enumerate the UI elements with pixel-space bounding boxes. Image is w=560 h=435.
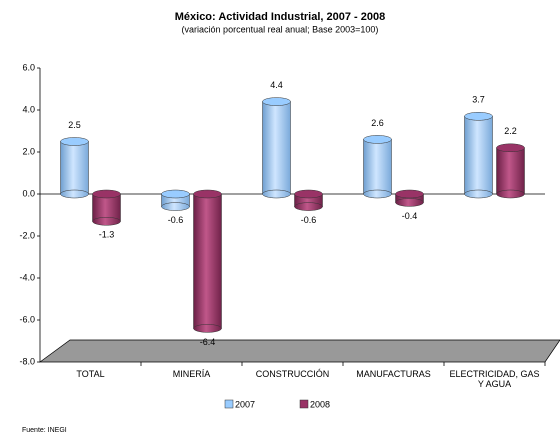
bar <box>92 193 121 222</box>
chart-subtitle: (variación porcentual real anual; Base 2… <box>182 24 379 34</box>
bar <box>496 147 525 195</box>
x-tick-label: ELECTRICIDAD, GAS Y AGUA <box>449 369 540 389</box>
y-tick-label: 6.0 <box>22 62 35 72</box>
x-tick-label: MINERÍA <box>172 369 211 379</box>
bar-cap <box>161 202 190 211</box>
bar-cap <box>294 189 323 199</box>
bar-cap <box>60 189 89 199</box>
bar-cap <box>395 198 424 207</box>
value-label: -0.6 <box>168 215 184 225</box>
source: Fuente: INEGI <box>22 427 67 434</box>
bar-cap <box>60 137 89 146</box>
x-tick-label: MANUFACTURAS <box>356 369 431 379</box>
y-tick-label: -8.0 <box>19 356 35 366</box>
floor <box>38 339 560 363</box>
bar-cap <box>395 189 424 199</box>
bar-cap <box>464 189 493 199</box>
y-tick-label: -6.0 <box>19 314 35 324</box>
legend-label: 2007 <box>235 399 255 409</box>
value-label: 3.7 <box>472 95 485 105</box>
bar-cap <box>496 189 525 199</box>
bar <box>60 141 89 195</box>
x-tick-label: TOTAL <box>76 369 105 379</box>
y-tick-label: -4.0 <box>19 272 35 282</box>
bar <box>262 101 291 195</box>
y-tick-label: -2.0 <box>19 230 35 240</box>
bar-cap <box>464 112 493 121</box>
y-tick-label: 0.0 <box>22 188 35 198</box>
bar-cap <box>496 143 525 153</box>
value-label: -6.4 <box>200 337 216 347</box>
x-tick-label: CONSTRUCCIÓN <box>255 369 330 379</box>
value-label: -0.4 <box>402 211 418 221</box>
value-label: 4.4 <box>270 80 283 90</box>
legend-label: 2008 <box>310 399 330 409</box>
bar-cap <box>193 189 222 199</box>
value-label: -1.3 <box>99 230 115 240</box>
y-tick-label: 4.0 <box>22 104 35 114</box>
y-tick-label: 2.0 <box>22 146 35 156</box>
value-label: 2.5 <box>68 120 81 130</box>
bar <box>464 116 493 195</box>
bar-cap <box>262 189 291 199</box>
legend-swatch <box>224 399 234 409</box>
bar <box>193 193 222 329</box>
bar-cap <box>92 189 121 199</box>
bar-cap <box>294 202 323 211</box>
bar-cap <box>161 189 190 199</box>
bar-cap <box>262 97 291 106</box>
bar-cap <box>193 324 222 333</box>
bar-cap <box>92 217 121 226</box>
value-label: 2.6 <box>371 118 384 128</box>
legend-swatch <box>299 399 309 409</box>
value-label: 2.2 <box>504 126 517 136</box>
chart-title: México: Actividad Industrial, 2007 - 200… <box>175 11 386 23</box>
value-label: -0.6 <box>301 215 317 225</box>
bar-cap <box>363 135 392 144</box>
bar <box>363 139 392 195</box>
bar-cap <box>363 189 392 199</box>
